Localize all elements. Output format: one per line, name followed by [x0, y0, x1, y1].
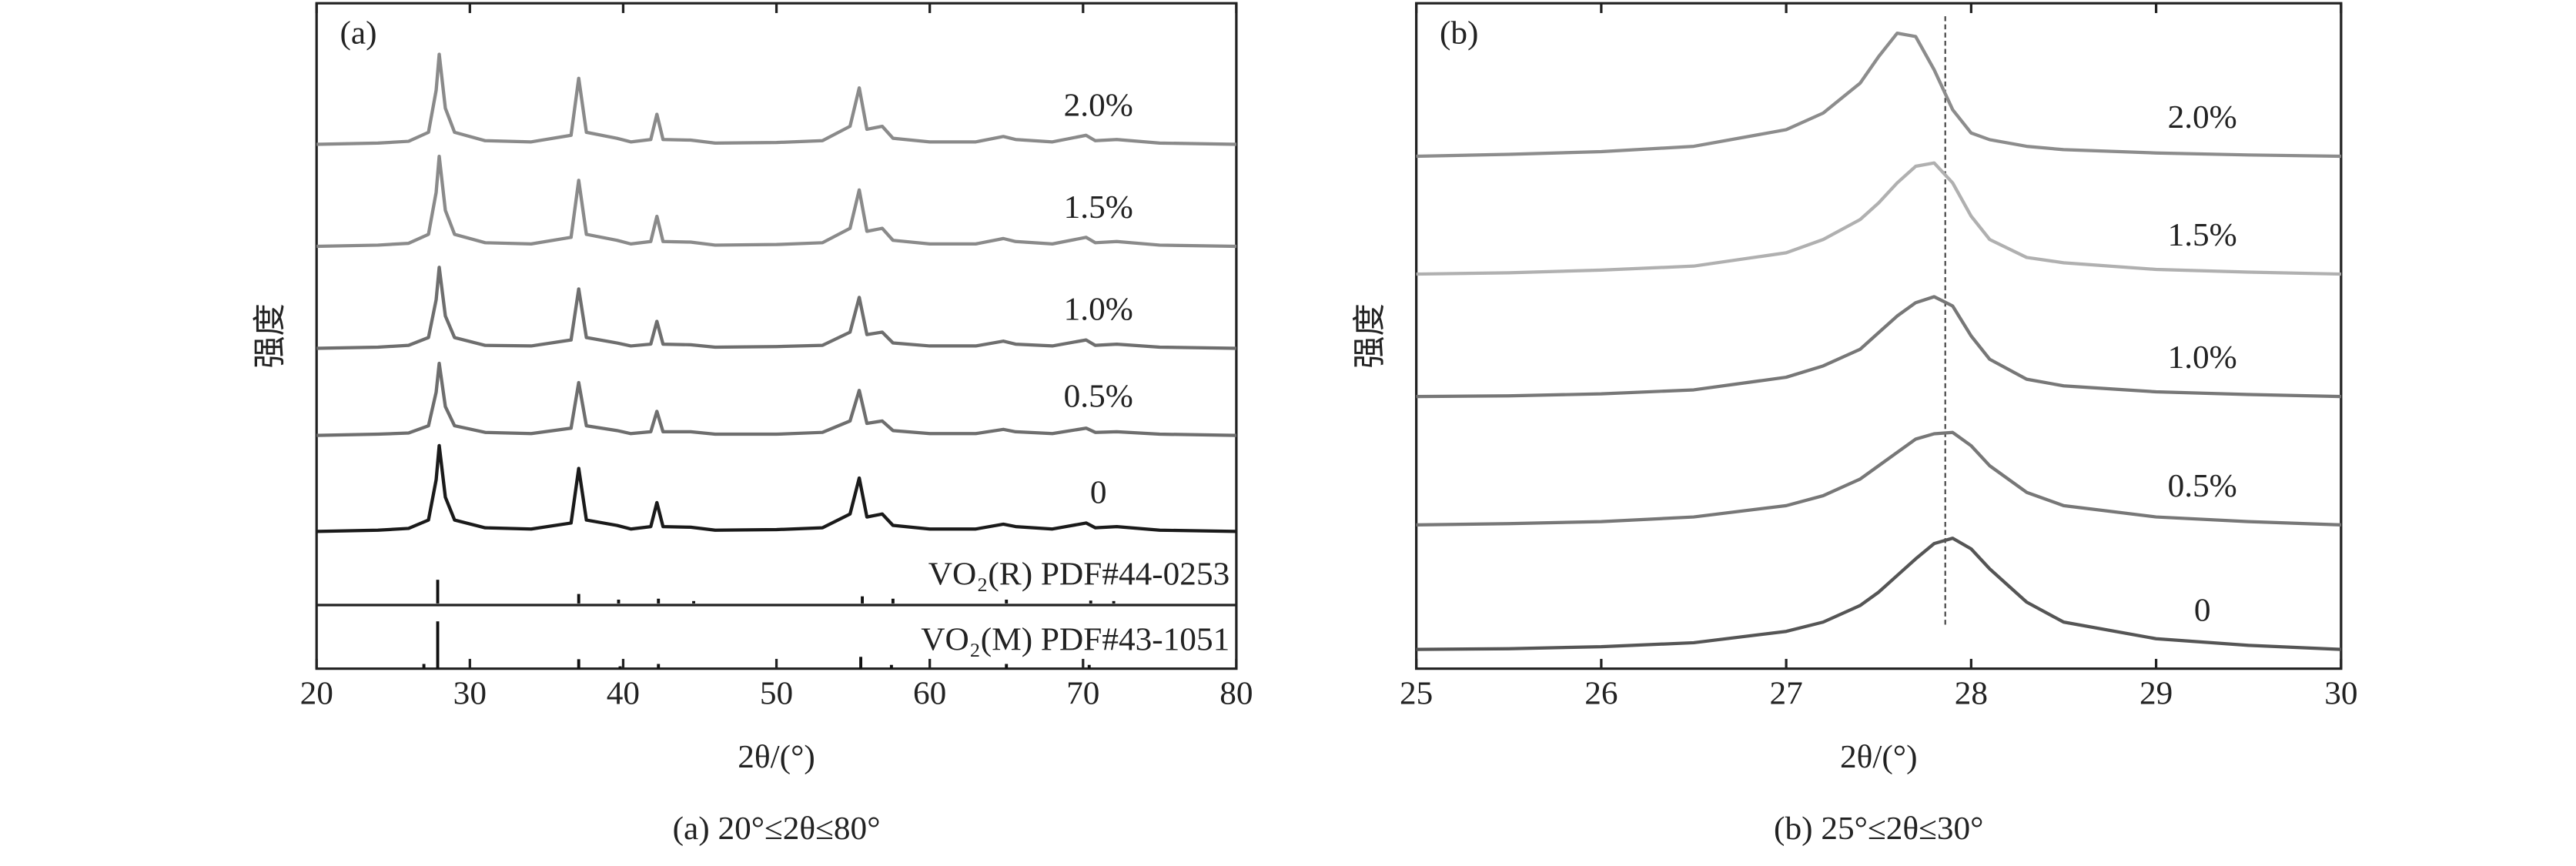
series-label: 1.0%: [2168, 340, 2237, 376]
spectrum-line: [1416, 537, 2341, 651]
reference-label: VO₂(R) PDF#44-0253: [928, 557, 1229, 592]
spectrum-line: [316, 52, 1236, 146]
spectrum-line: [1416, 32, 2341, 159]
spectrum-line: [316, 443, 1236, 533]
series-label: 0.5%: [2168, 468, 2237, 503]
x-axis-label: 2θ/(°): [1840, 739, 1918, 774]
x-axis-label: 2θ/(°): [738, 739, 815, 774]
spectrum-line: [1416, 295, 2341, 399]
x-tick-label: 27: [1769, 676, 1802, 711]
x-tick-label: 80: [1219, 676, 1253, 711]
series-label: 2.0%: [1064, 88, 1133, 123]
spectrum-line: [316, 266, 1236, 350]
x-tick-label: 60: [913, 676, 946, 711]
plot-frame: [1415, 2, 2343, 670]
x-tick-label: 30: [453, 676, 487, 711]
x-tick-label: 20: [300, 676, 333, 711]
x-tick-label: 28: [1955, 676, 1988, 711]
series-label: 0.5%: [1064, 379, 1133, 414]
x-tick-label: 30: [2324, 676, 2357, 711]
series-label: 2.0%: [2168, 100, 2237, 135]
x-tick-label: 26: [1584, 676, 1618, 711]
panel-label: (a): [340, 15, 377, 51]
y-axis-label: 强度: [252, 303, 288, 369]
x-tick-label: 40: [607, 676, 640, 711]
spectrum-line: [316, 361, 1236, 437]
series-label: 1.0%: [1064, 292, 1133, 327]
spectrum-line: [316, 154, 1236, 249]
x-tick-label: 70: [1066, 676, 1099, 711]
x-tick-label: 25: [1400, 676, 1433, 711]
spectrum-line: [1416, 430, 2341, 527]
y-axis-label: 强度: [1352, 303, 1388, 369]
series-label: 1.5%: [1064, 190, 1133, 226]
x-tick-label: 50: [760, 676, 793, 711]
series-label: 0: [1090, 475, 1107, 510]
panel-label: (b): [1440, 15, 1478, 51]
spectrum-line: [1416, 161, 2341, 276]
caption: (b) 25°≤2θ≤30°: [1774, 811, 1983, 847]
x-tick-label: 29: [2139, 676, 2173, 711]
reference-label: VO₂(M) PDF#43-1051: [921, 622, 1229, 657]
series-label: 0: [2194, 593, 2211, 628]
caption: (a) 20°≤2θ≤80°: [673, 811, 881, 847]
series-label: 1.5%: [2168, 218, 2237, 253]
